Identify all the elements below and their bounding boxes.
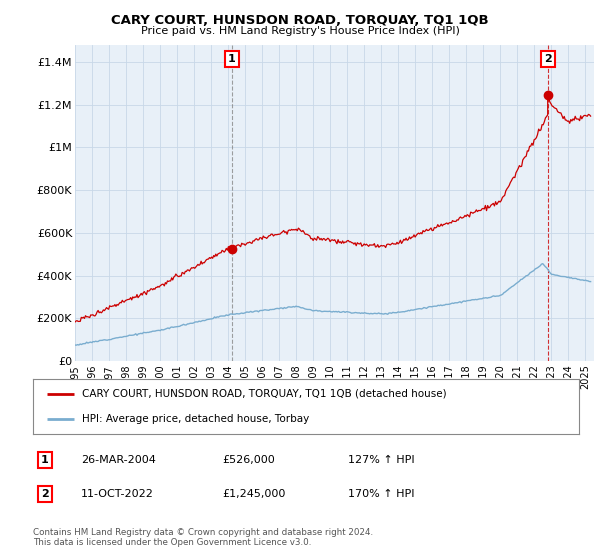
Text: 11-OCT-2022: 11-OCT-2022	[81, 489, 154, 499]
Text: CARY COURT, HUNSDON ROAD, TORQUAY, TQ1 1QB: CARY COURT, HUNSDON ROAD, TORQUAY, TQ1 1…	[111, 14, 489, 27]
Text: 1: 1	[41, 455, 49, 465]
Text: 127% ↑ HPI: 127% ↑ HPI	[348, 455, 415, 465]
Text: 170% ↑ HPI: 170% ↑ HPI	[348, 489, 415, 499]
Text: 2: 2	[544, 54, 551, 64]
Text: 2: 2	[41, 489, 49, 499]
Text: £1,245,000: £1,245,000	[222, 489, 286, 499]
Text: 1: 1	[228, 54, 236, 64]
Text: CARY COURT, HUNSDON ROAD, TORQUAY, TQ1 1QB (detached house): CARY COURT, HUNSDON ROAD, TORQUAY, TQ1 1…	[82, 389, 447, 399]
Text: Price paid vs. HM Land Registry's House Price Index (HPI): Price paid vs. HM Land Registry's House …	[140, 26, 460, 36]
Text: £526,000: £526,000	[222, 455, 275, 465]
Text: Contains HM Land Registry data © Crown copyright and database right 2024.
This d: Contains HM Land Registry data © Crown c…	[33, 528, 373, 547]
Text: 26-MAR-2004: 26-MAR-2004	[81, 455, 156, 465]
Text: HPI: Average price, detached house, Torbay: HPI: Average price, detached house, Torb…	[82, 414, 310, 424]
